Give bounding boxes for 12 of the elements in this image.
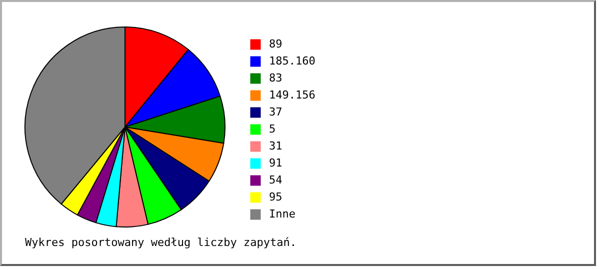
legend-label: 37 — [269, 106, 282, 118]
legend-label: 91 — [269, 156, 282, 170]
text: Wykres posortowany według liczby zapytań. — [25, 236, 297, 249]
legend-label: 31 — [269, 140, 282, 152]
legend-label: 89 — [269, 38, 282, 50]
legend-label: Inne — [269, 208, 296, 220]
legend-label: 95 — [269, 190, 282, 204]
legend-label: 5 — [269, 122, 276, 136]
legend-label: 83 — [269, 72, 282, 84]
legend-label: 185.160 — [269, 54, 316, 68]
legend-label: 54 — [269, 174, 283, 186]
legend-label: 149.156 — [269, 88, 316, 102]
